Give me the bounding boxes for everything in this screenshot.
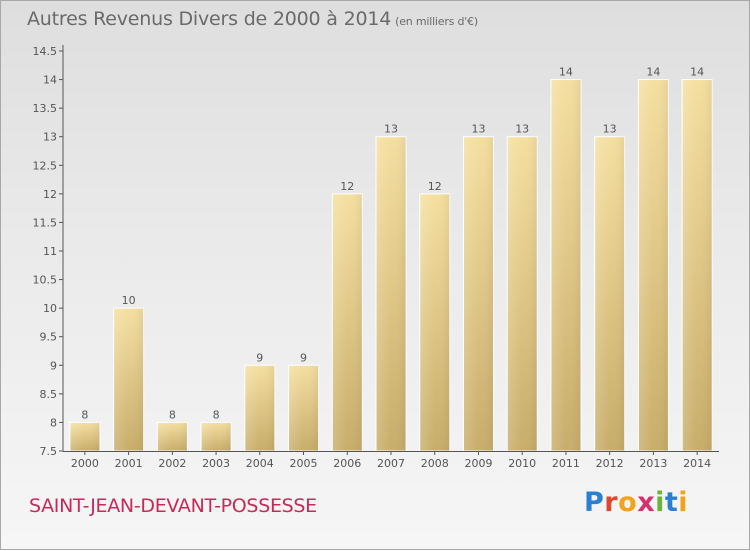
data-labels-layer: 8 10 8 8 9 9 12 13 12 13 13 14 13 14 14 — [81, 66, 704, 422]
proxiti-logo: Proxiti — [584, 487, 688, 518]
data-label: 13 — [384, 123, 398, 136]
bars-layer — [69, 79, 713, 452]
chart-unit: (en milliers d'€) — [395, 15, 479, 28]
y-tick-label: 9.5 — [40, 331, 58, 344]
logo-letter: i — [655, 487, 665, 518]
bar-shade — [463, 136, 494, 451]
x-tick-label: 2009 — [464, 457, 492, 470]
logo-letter: P — [584, 487, 605, 518]
logo-letter: o — [618, 487, 638, 518]
bar-shade — [376, 136, 406, 451]
y-tick-label: 10 — [43, 302, 57, 315]
data-label: 8 — [169, 408, 176, 421]
data-label: 13 — [471, 123, 485, 136]
bar-shade — [682, 79, 713, 452]
y-tick-label: 11.5 — [33, 216, 58, 229]
logo-letter: t — [664, 487, 679, 518]
data-label: 9 — [256, 351, 263, 364]
data-label: 12 — [428, 180, 442, 193]
bar-shade — [332, 193, 363, 451]
bar-shade — [507, 136, 538, 451]
x-tick-label: 2008 — [421, 457, 449, 470]
data-label: 13 — [603, 123, 617, 136]
y-tick-label: 14 — [43, 74, 57, 87]
x-tick-label: 2004 — [246, 457, 274, 470]
bar-shade — [288, 365, 319, 451]
x-tick-label: 2010 — [508, 457, 536, 470]
data-label: 8 — [213, 408, 220, 421]
y-tick-label: 12 — [43, 188, 57, 201]
x-tick-label: 2013 — [639, 457, 667, 470]
data-label: 13 — [515, 123, 529, 136]
axes-layer: 2000 2001 2002 2003 2004 2005 2006 2007 2008 2009… — [33, 45, 719, 470]
chart-title-text: Autres Revenus Divers de 2000 à 2014 — [27, 8, 392, 30]
x-tick-label: 2006 — [333, 457, 361, 470]
y-tick-label: 13 — [43, 131, 57, 144]
bar-shade — [638, 79, 669, 452]
x-tick-label: 2000 — [71, 457, 99, 470]
bar-shade — [244, 365, 275, 451]
data-label: 12 — [340, 180, 354, 193]
x-tick-label: 2005 — [290, 457, 318, 470]
x-tick-label: 2007 — [377, 457, 405, 470]
data-label: 14 — [559, 66, 573, 79]
y-tick-label: 9 — [50, 359, 57, 372]
y-tick-label: 13.5 — [33, 102, 58, 115]
y-tick-label: 8 — [50, 416, 57, 429]
chart-title: Autres Revenus Divers de 2000 à 2014 (en … — [27, 8, 478, 30]
x-tick-label: 2011 — [552, 457, 580, 470]
bar-shade — [113, 308, 144, 451]
data-label: 9 — [300, 351, 307, 364]
bar-shade — [69, 422, 100, 451]
data-label: 10 — [122, 294, 136, 307]
logo-letter: x — [637, 487, 656, 518]
y-tick-label: 11 — [43, 245, 57, 258]
y-tick-label: 7.5 — [40, 445, 58, 458]
y-tick-label: 8.5 — [40, 388, 58, 401]
bar-shade — [594, 136, 625, 451]
logo-letter: i — [678, 487, 689, 518]
bar-shade — [550, 79, 581, 452]
x-tick-label: 2003 — [202, 457, 230, 470]
logo-letter: r — [604, 487, 619, 518]
bar-shade — [419, 193, 450, 451]
x-tick-label: 2002 — [158, 457, 186, 470]
location-name: SAINT-JEAN-DEVANT-POSSESSE — [29, 495, 317, 517]
data-label: 8 — [81, 408, 88, 421]
y-tick-label: 12.5 — [33, 159, 58, 172]
x-tick-label: 2014 — [683, 457, 711, 470]
data-label: 14 — [646, 66, 660, 79]
y-tick-label: 10.5 — [33, 274, 58, 287]
y-tick-label: 14.5 — [33, 45, 58, 58]
bar-shade — [201, 422, 232, 451]
bar-shade — [157, 422, 188, 451]
data-label: 14 — [690, 66, 704, 79]
x-tick-label: 2012 — [596, 457, 624, 470]
x-tick-label: 2001 — [115, 457, 143, 470]
